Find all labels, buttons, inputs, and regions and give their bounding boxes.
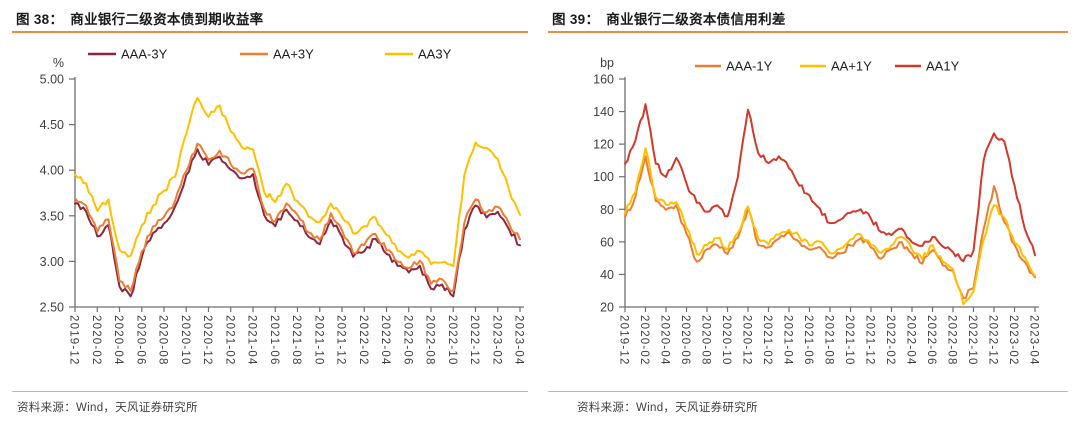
x-tick-label: 2021-02 — [223, 315, 235, 366]
series-line-AAA-3Y — [74, 148, 521, 298]
y-tick-label: 3.00 — [40, 255, 64, 269]
y-tick-label: 140 — [593, 105, 614, 119]
figure-39-title-text: 商业银行二级资本债信用利差 — [606, 12, 786, 27]
x-tick-label: 2022-02 — [884, 315, 896, 366]
x-tick-label: 2022-02 — [357, 315, 369, 366]
x-tick-label: 2020-06 — [679, 315, 691, 366]
x-tick-label: 2020-04 — [659, 315, 671, 366]
x-tick-label: 2020-04 — [112, 315, 124, 366]
legend-label-AAA-3Y: AAA-3Y — [121, 47, 168, 62]
legend-label-AA+1Y: AA+1Y — [831, 59, 872, 74]
y-tick-label: 120 — [593, 138, 614, 152]
x-tick-label: 2020-02 — [638, 315, 650, 366]
x-tick-label: 2021-04 — [782, 315, 794, 366]
legend-label-AA+3Y: AA+3Y — [273, 47, 314, 62]
y-tick-label: 4.00 — [40, 164, 64, 178]
x-tick-label: 2022-04 — [905, 315, 917, 366]
x-tick-label: 2022-12 — [987, 315, 999, 366]
y-tick-label: 60 — [600, 235, 614, 249]
figure-39-source-divider — [548, 391, 1068, 392]
x-tick-label: 2021-06 — [268, 315, 280, 366]
x-tick-label: 2021-08 — [290, 315, 302, 366]
series-line-AAA-1Y — [624, 155, 1036, 300]
figure-38-panel: 图 38： 商业银行二级资本债到期收益率 5.00 4.50 4.00 3.50 3.00… — [12, 8, 528, 415]
yield-to-maturity-chart: 5.00 4.50 4.00 3.50 3.00 2.50% 2019-12 2020-02 2… — [40, 47, 525, 366]
x-tick-label: 2021-08 — [823, 315, 835, 366]
x-tick-label: 2020-06 — [134, 315, 146, 366]
y-tick-label: 3.50 — [40, 209, 64, 223]
x-tick-label: 2022-10 — [446, 315, 458, 366]
x-tick-label: 2022-12 — [468, 315, 480, 366]
y-tick-label: 5.00 — [40, 73, 64, 87]
x-tick-label: 2021-06 — [802, 315, 814, 366]
legend-label-AA3Y: AA3Y — [418, 47, 452, 62]
figure-38-number: 图 38： — [16, 12, 64, 27]
x-tick-label: 2022-04 — [379, 315, 391, 366]
figure-39-source-note: 资料来源：Wind，天风证券研究所 — [577, 402, 758, 414]
figure-39-number: 图 39： — [552, 12, 600, 27]
x-tick-label: 2020-12 — [201, 315, 213, 366]
x-tick-label: 2021-12 — [335, 315, 347, 366]
credit-spread-chart: 160 140 120 100 80 60 40 20 bp 2019-12 2020-02 2020… — [593, 56, 1040, 366]
figure-39-title-underline — [548, 31, 1068, 33]
x-tick-label: 2022-06 — [925, 315, 937, 366]
x-tick-label: 2021-02 — [761, 315, 773, 366]
x-tick-label: 2020-08 — [157, 315, 169, 366]
y-tick-label: 80 — [600, 203, 614, 217]
x-tick-label: 2022-08 — [946, 315, 958, 366]
y-tick-label: 100 — [593, 170, 614, 184]
y-tick-label: 40 — [600, 268, 614, 282]
x-tick-label: 2023-02 — [1007, 315, 1019, 366]
x-tick-label: 2020-12 — [741, 315, 753, 366]
figure-38-title-row: 图 38： 商业银行二级资本债到期收益率 — [12, 8, 528, 28]
y-tick-label: 160 — [593, 73, 614, 87]
y-tick-label: 4.50 — [40, 118, 64, 132]
x-tick-label: 2019-12 — [618, 315, 630, 366]
x-tick-label: 2020-10 — [720, 315, 732, 366]
figure-38-source-divider — [12, 391, 528, 392]
figure-38-source-note: 资料来源：Wind，天风证券研究所 — [17, 402, 198, 414]
x-tick-label: 2022-08 — [424, 315, 436, 366]
x-tick-label: 2020-08 — [700, 315, 712, 366]
y-axis-unit-label: % — [53, 56, 64, 70]
x-tick-label: 2022-06 — [401, 315, 413, 366]
x-tick-label: 2023-04 — [513, 315, 525, 366]
series-line-AA+3Y — [74, 142, 521, 292]
figure-39-title-row: 图 39： 商业银行二级资本债信用利差 — [548, 8, 1068, 28]
x-tick-label: 2021-10 — [312, 315, 324, 366]
x-tick-label: 2020-10 — [179, 315, 191, 366]
figure-38-title-text: 商业银行二级资本债到期收益率 — [70, 12, 264, 27]
figure-39-panel: 图 39： 商业银行二级资本债信用利差 160 140 120 100 80 60 40 20 b… — [548, 8, 1068, 415]
legend-label-AA1Y: AA1Y — [926, 59, 960, 74]
y-tick-label: 2.50 — [40, 301, 64, 315]
series-line-AA1Y — [624, 103, 1036, 263]
x-tick-label: 2021-04 — [246, 315, 258, 366]
y-tick-label: 20 — [600, 301, 614, 315]
x-tick-label: 2023-02 — [490, 315, 502, 366]
legend-label-AAA-1Y: AAA-1Y — [726, 59, 773, 74]
x-tick-label: 2022-10 — [966, 315, 978, 366]
x-tick-label: 2019-12 — [68, 315, 80, 366]
x-tick-label: 2023-04 — [1028, 315, 1040, 366]
x-tick-label: 2021-12 — [864, 315, 876, 366]
y-axis-unit-label: bp — [600, 56, 614, 70]
x-tick-label: 2020-02 — [90, 315, 102, 366]
figure-38-title-underline — [12, 31, 528, 33]
series-line-AA+1Y — [624, 147, 1036, 306]
x-tick-label: 2021-10 — [843, 315, 855, 366]
series-line-AA3Y — [74, 96, 521, 268]
